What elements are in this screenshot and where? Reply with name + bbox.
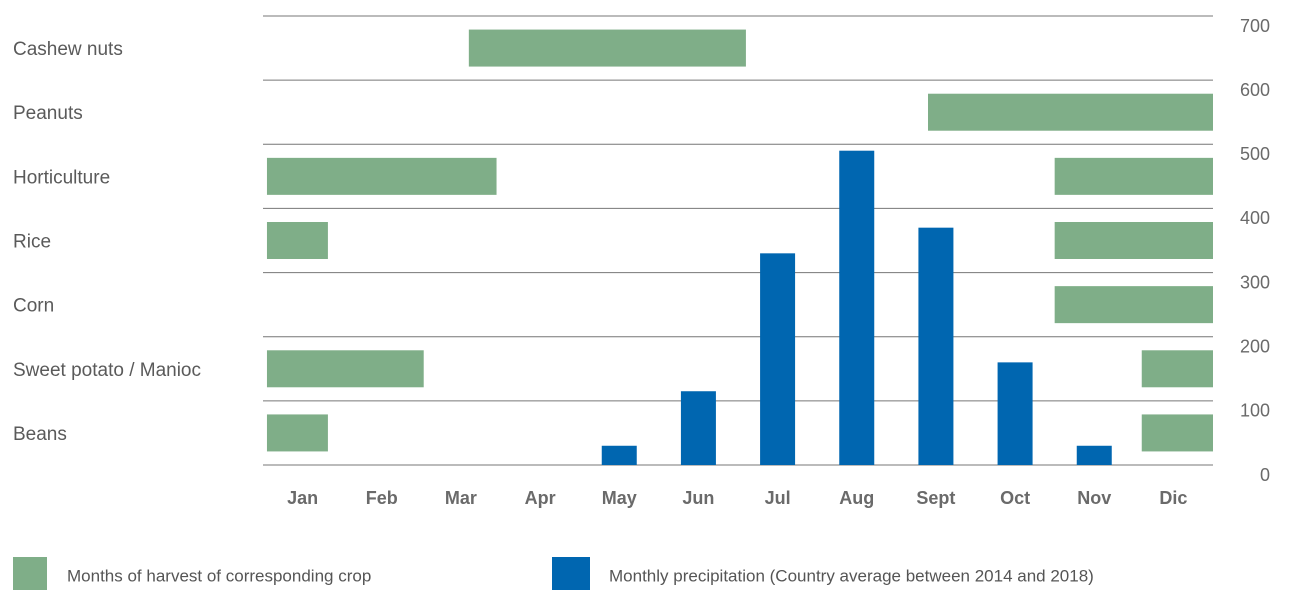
x-tick-label: Jul [765,488,791,508]
x-tick-label: Mar [445,488,477,508]
harvest-bar [1054,157,1213,195]
x-tick-label: Aug [839,488,874,508]
x-tick-label: Jan [287,488,318,508]
y-tick-label: 0 [1260,465,1270,485]
crop-label: Beans [13,424,67,445]
legend-swatch [552,557,590,590]
harvest-bar [1141,414,1213,452]
bar [918,227,954,465]
bar [839,150,875,465]
x-tick-label: Dic [1159,488,1187,508]
harvest-bar [1054,222,1213,259]
y-tick-label: 300 [1240,272,1270,292]
y-tick-label: 100 [1240,401,1270,421]
legend-label: Months of harvest of corresponding crop [67,566,371,585]
harvest-bar [928,93,1213,131]
harvest-bar [1054,286,1213,324]
bar [680,391,716,465]
y-tick-label: 600 [1240,80,1270,100]
legend-label: Monthly precipitation (Country average b… [609,566,1094,585]
crop-label: Corn [13,296,54,317]
crop-label: Horticulture [13,167,110,188]
x-tick-label: Apr [525,488,556,508]
x-tick-label: Nov [1077,488,1111,508]
bar [1076,445,1112,465]
bar [760,253,796,465]
crop-label: Cashew nuts [13,39,123,60]
x-tick-label: Feb [366,488,398,508]
harvest-bar [1141,350,1213,388]
crop-label: Peanuts [13,103,83,124]
x-tick-label: May [602,488,637,508]
harvest-bar [266,222,328,259]
y-tick-label: 400 [1240,208,1270,228]
y-tick-label: 200 [1240,336,1270,356]
x-tick-label: Jun [682,488,714,508]
x-tick-label: Oct [1000,488,1030,508]
harvest-bar [468,29,746,67]
bar [601,445,637,465]
crop-label: Rice [13,232,51,253]
y-tick-label: 500 [1240,144,1270,164]
harvest-bar [266,414,328,452]
harvest-bar [266,157,497,195]
harvest-bar [266,350,424,388]
bar [997,362,1033,465]
legend-swatch [13,557,47,590]
crop-label: Sweet potato / Manioc [13,360,201,381]
y-tick-label: 700 [1240,16,1270,36]
x-tick-label: Sept [916,488,955,508]
